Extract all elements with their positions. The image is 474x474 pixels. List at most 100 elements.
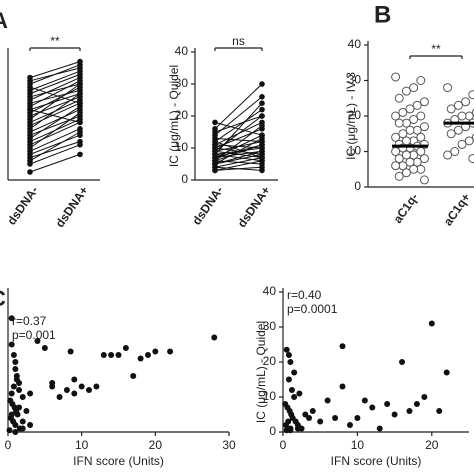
point <box>446 129 456 139</box>
pair-line <box>29 153 81 173</box>
y-tick-label: 20 <box>348 108 362 122</box>
point <box>77 129 83 135</box>
point <box>409 83 419 93</box>
point <box>391 111 401 121</box>
x-tick-label: aC1q+ <box>441 191 473 229</box>
pair-line <box>214 125 263 162</box>
pair-line <box>29 89 81 104</box>
point <box>259 142 265 148</box>
point <box>394 154 404 164</box>
y-tick-label: 20 <box>175 108 189 122</box>
point <box>71 376 78 383</box>
pair-line <box>29 73 81 95</box>
point <box>259 164 265 170</box>
point <box>259 148 265 154</box>
point <box>391 411 398 418</box>
y-axis-label: IC (μg/mL) - Quidel <box>167 65 181 167</box>
pair-line <box>214 141 263 159</box>
pair-line <box>214 137 263 143</box>
point <box>309 408 316 414</box>
annotation: p=0.0001 <box>287 302 338 316</box>
pair-line <box>29 102 81 127</box>
point <box>12 366 19 372</box>
pair-line <box>29 109 81 123</box>
pair-line <box>29 128 81 152</box>
y-tick-label: 30 <box>263 319 277 333</box>
point <box>12 429 19 435</box>
point <box>376 425 383 432</box>
point <box>412 100 422 110</box>
point <box>19 418 26 425</box>
pair-line <box>214 160 263 171</box>
point <box>332 415 339 421</box>
pair-line <box>214 96 263 136</box>
point <box>391 72 401 82</box>
point <box>152 348 159 355</box>
point <box>259 122 265 129</box>
pair-line <box>214 150 263 159</box>
point <box>78 383 85 390</box>
annotation: r=0.37 <box>12 314 47 328</box>
point <box>77 142 83 148</box>
point <box>71 390 78 397</box>
x-tick-label: 0 <box>280 438 287 452</box>
pair-line <box>214 144 263 159</box>
point <box>27 169 33 175</box>
point <box>93 383 100 390</box>
y-tick-label: 10 <box>263 389 277 403</box>
point <box>285 352 292 358</box>
point <box>12 422 19 428</box>
x-tick-label: 20 <box>425 438 439 452</box>
point <box>115 352 122 358</box>
point <box>86 387 93 393</box>
pair-line <box>214 157 263 168</box>
point <box>291 369 298 376</box>
point <box>27 106 33 113</box>
y-tick-label: 40 <box>175 44 189 58</box>
significance-label: ** <box>50 34 60 48</box>
point <box>354 415 361 421</box>
point <box>453 125 463 135</box>
point <box>443 369 450 376</box>
point <box>464 136 474 146</box>
point <box>14 411 21 418</box>
point <box>130 373 137 379</box>
x-tick-label: dsDNA+ <box>53 184 91 231</box>
point <box>41 345 48 351</box>
point <box>19 394 26 400</box>
point <box>419 154 429 164</box>
point <box>409 115 419 125</box>
pair-line <box>214 102 263 155</box>
point <box>8 315 15 322</box>
pair-line <box>29 80 81 107</box>
point <box>457 139 467 149</box>
y-tick-label: 0 <box>269 424 276 438</box>
point <box>16 387 23 393</box>
y-tick-label: 40 <box>263 284 277 298</box>
y-tick-label: 10 <box>175 140 189 154</box>
point <box>108 352 115 358</box>
point <box>259 154 265 161</box>
pair-line <box>29 77 81 101</box>
point <box>361 397 368 404</box>
pair-line <box>29 64 81 85</box>
point <box>77 90 83 97</box>
pair-line <box>29 93 81 130</box>
point <box>398 107 408 117</box>
point <box>436 408 443 414</box>
point <box>394 171 404 181</box>
point <box>446 104 456 114</box>
point <box>324 397 331 404</box>
point <box>6 427 13 434</box>
pair-line <box>214 150 263 165</box>
point <box>283 346 290 353</box>
point <box>405 125 415 135</box>
point <box>77 62 83 68</box>
point <box>416 111 426 121</box>
point <box>16 404 23 411</box>
point <box>8 390 15 397</box>
x-tick-label: 10 <box>351 438 365 452</box>
point <box>13 376 20 383</box>
pair-line <box>29 134 81 155</box>
